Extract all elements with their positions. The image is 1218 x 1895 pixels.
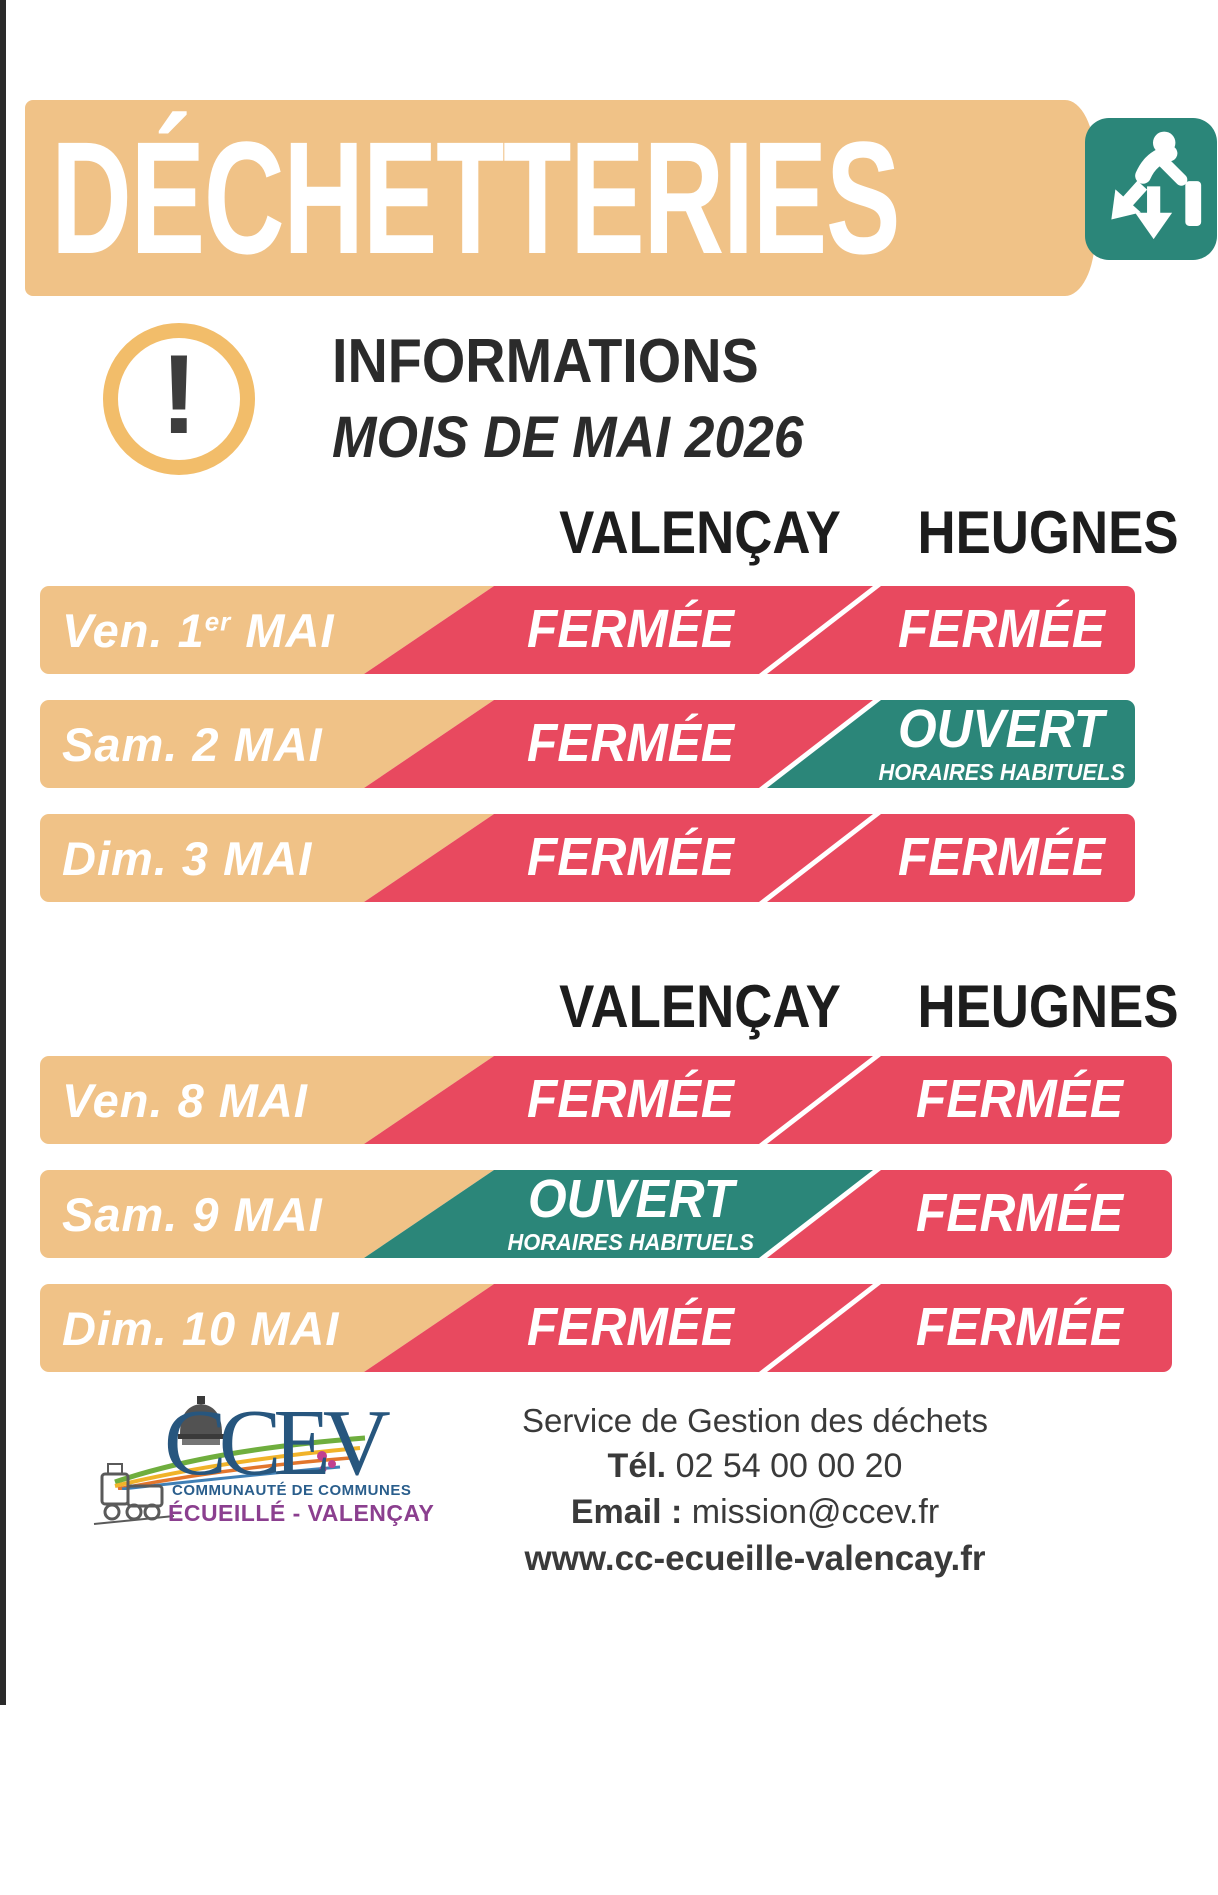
waste-disposal-icon (1085, 118, 1217, 260)
date-label: Dim. 10 MAI (62, 1301, 340, 1355)
dome-icon (178, 1396, 224, 1445)
banner-title: DÉCHETTERIES (51, 108, 901, 287)
exclamation-glyph: ! (160, 332, 198, 457)
column-header-heugnes: HEUGNES (917, 973, 1179, 1040)
date-label: Ven. 8 MAI (62, 1073, 308, 1127)
ccev-logo: CCEV COMMUNAUTÉ DE COMMUNES ÉCUEILLÉ - V… (92, 1391, 435, 1596)
valencay-status-label: FERMÉE (527, 599, 735, 660)
date-label: Sam. 9 MAI (62, 1187, 323, 1241)
heugnes-status-label: FERMÉE (897, 599, 1106, 660)
heugnes-status-label: FERMÉE (916, 1183, 1124, 1244)
phone-number: 02 54 00 00 20 (666, 1447, 903, 1485)
schedule-row: Sam. 9 MAI OUVERT HORAIRES HABITUELS FERM… (40, 1170, 1172, 1258)
heugnes-status-label: FERMÉE (916, 1069, 1124, 1130)
valencay-status-label: FERMÉE (527, 827, 735, 888)
contact-block: Service de Gestion des déchets Tél. 02 5… (520, 1402, 990, 1586)
valencay-status-label: FERMÉE (527, 713, 735, 774)
heugnes-status-label: FERMÉE (916, 1297, 1124, 1358)
date-label: Ven. 1er MAI (62, 603, 335, 657)
phone-label: Tél. (607, 1447, 667, 1485)
scan-edge-artifact (0, 0, 6, 1705)
phone-line: Tél. 02 54 00 00 20 (520, 1447, 990, 1486)
valencay-status-label: OUVERT HORAIRES HABITUELS (507, 1170, 755, 1255)
logo-acronym: CCEV (164, 1391, 391, 1495)
column-header-valencay: VALENÇAY (559, 973, 841, 1040)
email-address: mission@ccev.fr (682, 1493, 940, 1531)
email-line: Email : mission@ccev.fr (520, 1493, 990, 1532)
date-label: Sam. 2 MAI (62, 717, 323, 771)
column-header-valencay: VALENÇAY (559, 499, 841, 566)
logo-line1: COMMUNAUTÉ DE COMMUNES (172, 1482, 412, 1499)
service-line: Service de Gestion des déchets (522, 1402, 988, 1439)
valencay-status-label: FERMÉE (527, 1069, 735, 1130)
banner: DÉCHETTERIES (25, 100, 1095, 296)
column-header-heugnes: HEUGNES (917, 499, 1179, 566)
column-header-row: VALENÇAY HEUGNES (0, 972, 1218, 1040)
valencay-status-label: FERMÉE (527, 1297, 735, 1358)
schedule-row: Dim. 10 MAI FERMÉE FERMÉE (40, 1284, 1172, 1372)
info-title: INFORMATIONS (332, 327, 759, 396)
website-line: www.cc-ecueille-valencay.fr (524, 1539, 986, 1578)
info-subtitle: MOIS DE MAI 2026 (332, 405, 804, 470)
email-label: Email : (570, 1493, 683, 1531)
logo-line2: ÉCUEILLÉ - VALENÇAY (168, 1500, 435, 1526)
schedule-row: Dim. 3 MAI FERMÉE FERMÉE (40, 814, 1135, 902)
train-icon (93, 1463, 175, 1525)
heugnes-status-label: OUVERT HORAIRES HABITUELS (878, 700, 1125, 785)
waste-disposal-pictogram (1111, 131, 1202, 240)
warning-exclamation-icon: ! (103, 323, 255, 475)
date-label: Dim. 3 MAI (62, 831, 313, 885)
column-header-row: VALENÇAY HEUGNES (0, 498, 1218, 566)
schedule-row: Ven. 1er MAI FERMÉE FERMÉE (40, 586, 1135, 674)
schedule-row: Sam. 2 MAI FERMÉE OUVERT HORAIRES HABITUE… (40, 700, 1135, 788)
heugnes-status-label: FERMÉE (897, 827, 1106, 888)
schedule-row: Ven. 8 MAI FERMÉE FERMÉE (40, 1056, 1172, 1144)
